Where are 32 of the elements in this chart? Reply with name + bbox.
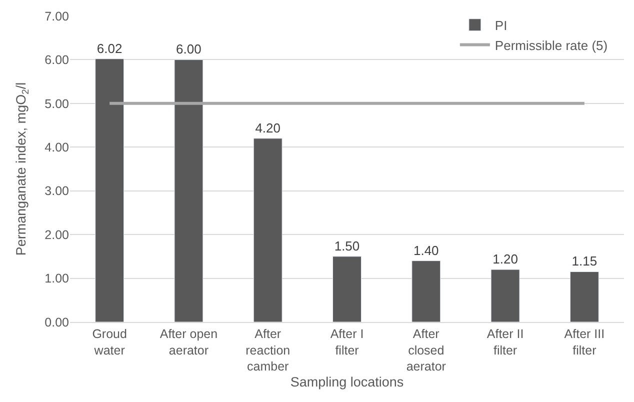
data-label: 1.40 bbox=[413, 242, 439, 258]
y-tick-label: 5.00 bbox=[44, 96, 70, 111]
x-tick-label: After open aerator bbox=[160, 327, 218, 358]
y-tick-label: 7.00 bbox=[44, 9, 70, 24]
data-label: 6.00 bbox=[176, 42, 202, 57]
data-label: 6.02 bbox=[96, 40, 122, 56]
bar bbox=[570, 271, 599, 322]
bar bbox=[174, 59, 204, 322]
y-tick-label: 1.00 bbox=[44, 272, 70, 286]
data-label: 1.50 bbox=[334, 238, 360, 254]
y-tick-label: 4.00 bbox=[44, 140, 70, 155]
x-tick-label: After III filter bbox=[564, 327, 605, 358]
x-tick-label: Groud water bbox=[92, 327, 127, 358]
data-label: 4.20 bbox=[255, 120, 281, 136]
bar bbox=[490, 269, 520, 322]
bar bbox=[95, 58, 124, 322]
y-tick-label: 6.00 bbox=[44, 53, 70, 68]
y-tick-label: 0.00 bbox=[44, 315, 70, 330]
y-tick-label: 3.00 bbox=[44, 184, 70, 198]
y-tick-label: 2.00 bbox=[44, 228, 70, 242]
x-axis-title: Sampling locations bbox=[290, 374, 404, 390]
data-label: 1.15 bbox=[572, 254, 598, 269]
data-label: 1.20 bbox=[492, 252, 518, 267]
x-tick-label: After closed aerator bbox=[406, 327, 446, 374]
legend-label: Permissible rate (5) bbox=[494, 38, 608, 53]
x-tick-label: After reaction camber bbox=[246, 327, 290, 374]
bar bbox=[412, 260, 441, 322]
legend-label: PI bbox=[494, 18, 508, 33]
bar bbox=[332, 256, 362, 322]
x-tick-label: After I filter bbox=[330, 327, 364, 358]
bar bbox=[253, 138, 282, 322]
x-tick-label: After II filter bbox=[486, 327, 524, 358]
